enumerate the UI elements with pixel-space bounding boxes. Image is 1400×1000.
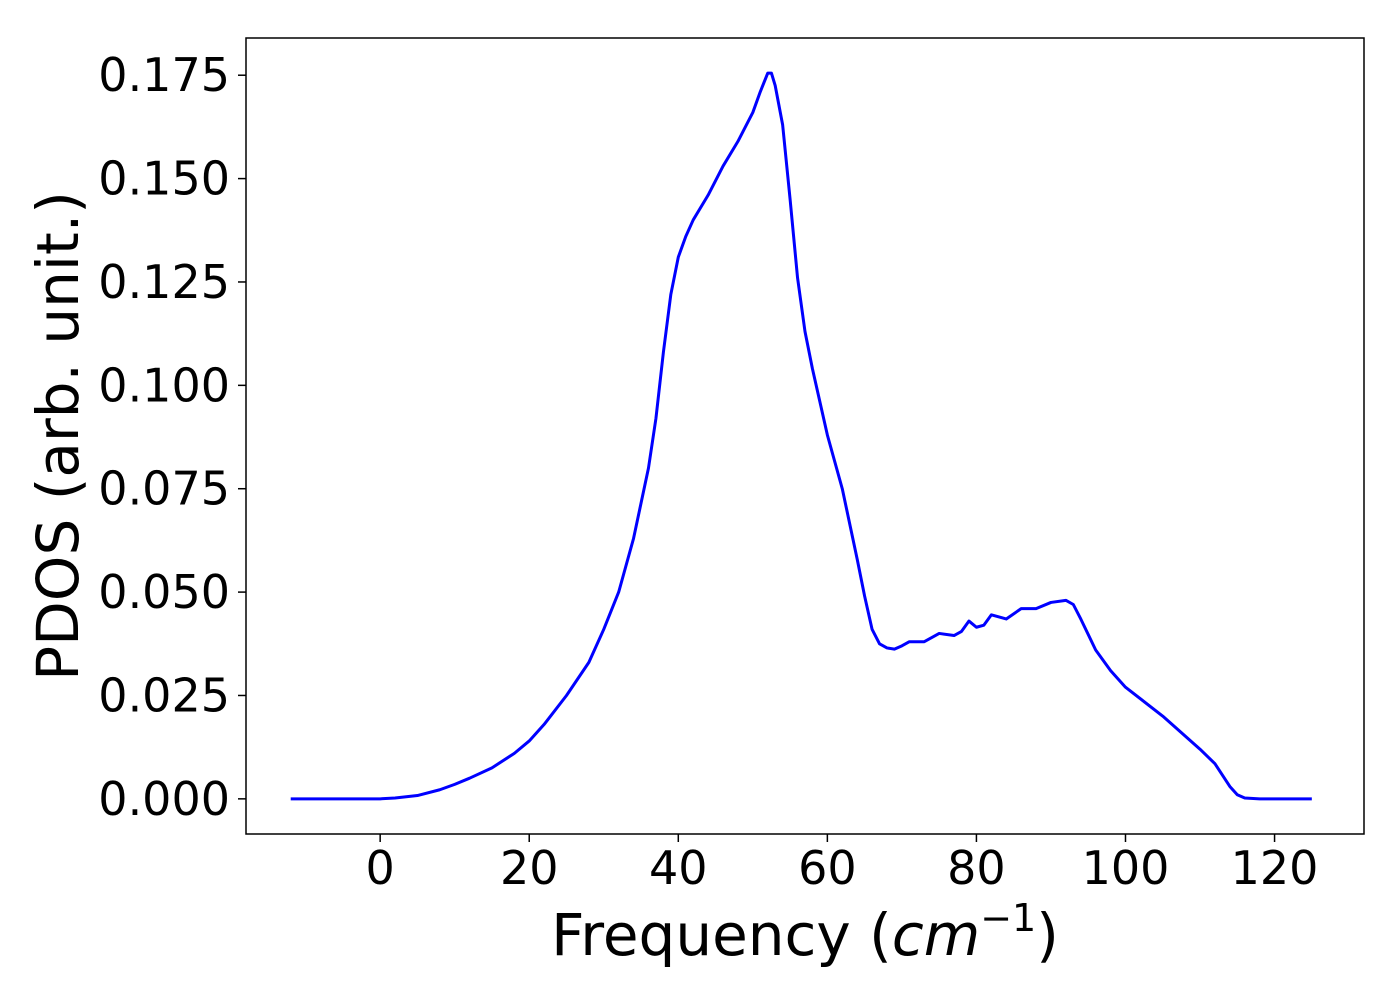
y-tick-label: 0.125 — [98, 255, 230, 309]
plot-frame — [245, 37, 1365, 835]
x-label-close: ) — [1036, 901, 1059, 969]
x-tick-label: 0 — [366, 841, 395, 895]
pdos-line — [290, 71, 1312, 801]
y-tick-label: 0.075 — [98, 462, 230, 516]
x-tick-label: 80 — [947, 841, 1006, 895]
y-tick-label: 0.175 — [98, 48, 230, 102]
y-tick-label: 0.100 — [98, 358, 230, 412]
y-tick-label: 0.025 — [98, 668, 230, 722]
y-axis-label: PDOS (arb. unit.) — [24, 191, 92, 681]
x-axis-label: Frequency (cm−1) — [551, 896, 1059, 969]
x-label-exponent: −1 — [980, 896, 1036, 940]
y-tick-label: 0.050 — [98, 565, 230, 619]
x-label-text: Frequency ( — [551, 901, 892, 969]
x-tick-label: 20 — [500, 841, 559, 895]
x-tick-label: 100 — [1082, 841, 1170, 895]
x-tick-label: 60 — [798, 841, 857, 895]
x-label-unit: cm — [892, 901, 980, 969]
y-tick-label: 0.150 — [98, 152, 230, 206]
x-tick-label: 120 — [1231, 841, 1319, 895]
x-tick-label: 40 — [649, 841, 708, 895]
y-tick-label: 0.000 — [98, 772, 230, 826]
